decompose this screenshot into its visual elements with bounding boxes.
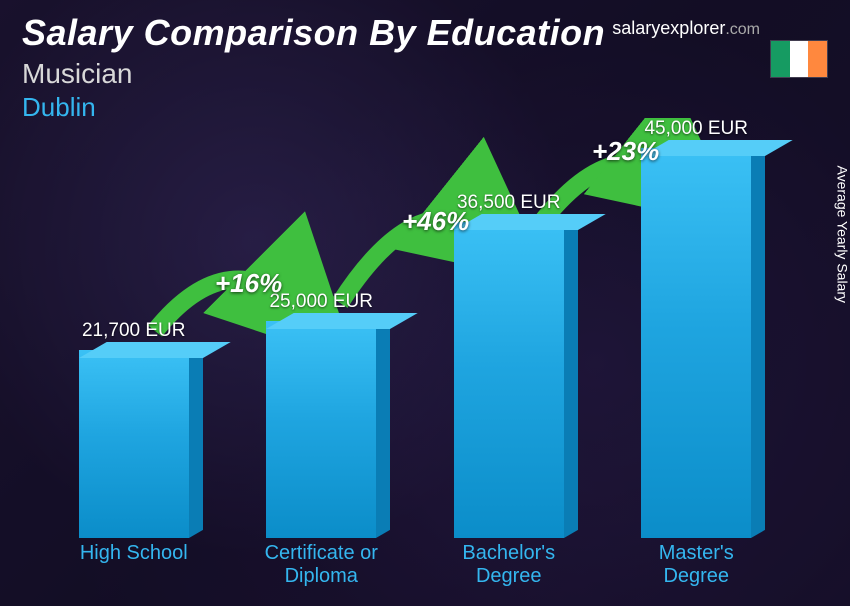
bar-top-face [266, 313, 418, 329]
flag-stripe [808, 41, 827, 77]
bar-value-label: 36,500 EUR [457, 192, 561, 214]
bar-side-face [189, 342, 203, 538]
brand-main: salaryexplorer [612, 18, 725, 38]
brand-label: salaryexplorer.com [612, 18, 760, 39]
bars-row: 21,700 EUR 25,000 EUR 36,500 EUR 45,000 EUR [40, 118, 790, 538]
flag-stripe [771, 41, 790, 77]
x-axis-label: Certificate orDiploma [228, 542, 416, 588]
bar: 21,700 EUR [40, 118, 228, 538]
bar-side-face [564, 214, 578, 538]
bar-shape [641, 148, 751, 538]
infographic-container: Salary Comparison By Education Musician … [0, 0, 850, 606]
bar-shape [454, 222, 564, 538]
bar: 25,000 EUR [228, 118, 416, 538]
bar: 45,000 EUR [603, 118, 791, 538]
y-axis-label: Average Yearly Salary [834, 166, 850, 304]
bar-value-label: 21,700 EUR [82, 320, 186, 342]
delta-pct-label: +23% [592, 136, 659, 167]
bar-shape [266, 321, 376, 538]
bar-shape [79, 350, 189, 538]
bar-value-label: 45,000 EUR [644, 118, 748, 140]
x-axis-label: Master'sDegree [603, 542, 791, 588]
bar-top-face [79, 342, 231, 358]
bar-front-face [266, 321, 376, 538]
x-axis-label: Bachelor'sDegree [415, 542, 603, 588]
brand-domain: .com [725, 21, 760, 38]
delta-pct-label: +46% [402, 206, 469, 237]
bar-side-face [376, 313, 390, 538]
bar: 36,500 EUR [415, 118, 603, 538]
salary-bar-chart: 21,700 EUR 25,000 EUR 36,500 EUR 45,000 EUR… [40, 118, 790, 588]
bar-front-face [454, 222, 564, 538]
x-axis-label: High School [40, 542, 228, 588]
ireland-flag-icon [770, 40, 828, 78]
bar-top-face [454, 214, 606, 230]
subtitle-role: Musician [22, 58, 828, 90]
bar-front-face [641, 148, 751, 538]
flag-stripe [790, 41, 809, 77]
bar-side-face [751, 140, 765, 538]
bar-front-face [79, 350, 189, 538]
bar-top-face [641, 140, 793, 156]
bar-value-label: 25,000 EUR [269, 291, 373, 313]
x-labels-row: High SchoolCertificate orDiplomaBachelor… [40, 542, 790, 588]
delta-pct-label: +16% [215, 268, 282, 299]
